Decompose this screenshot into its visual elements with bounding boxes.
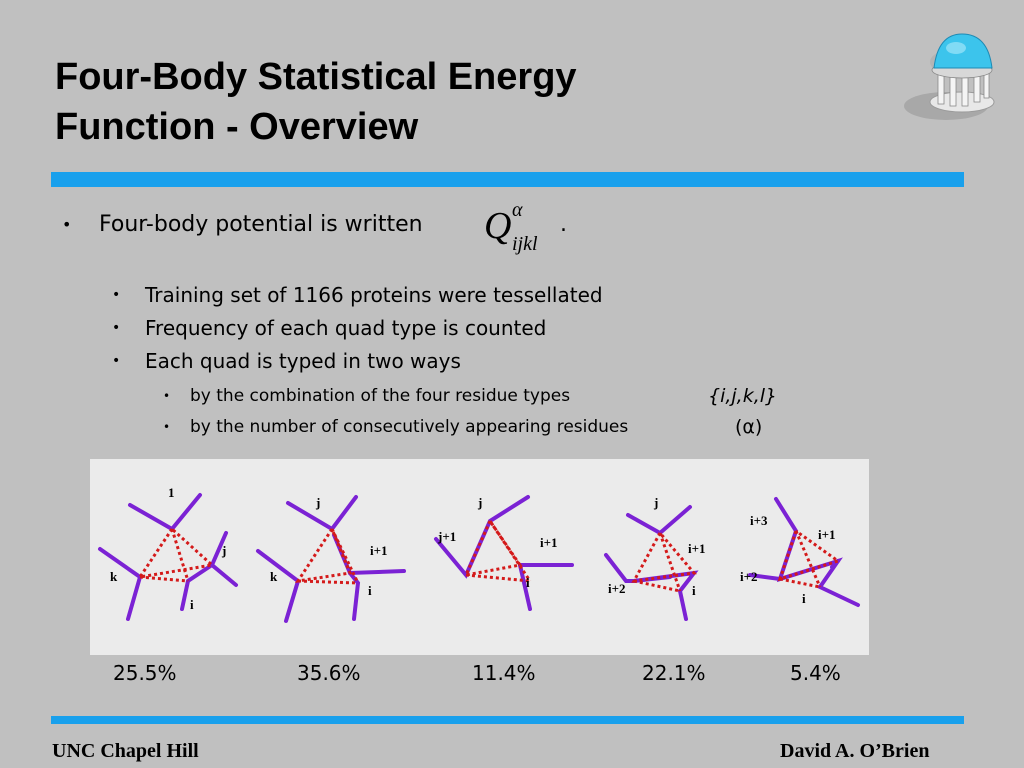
residue-label: j [653, 495, 658, 510]
page-title-line-2: Function - Overview [55, 106, 419, 148]
bottom-divider [51, 716, 964, 724]
residue-label: i [368, 583, 372, 598]
residue-label: i+3 [750, 513, 768, 528]
diagram-percent: 5.4% [790, 661, 841, 685]
residue-label: i [692, 583, 696, 598]
page-title: Four-Body Statistical Energy Function - … [55, 52, 855, 152]
residue-label: k [270, 569, 278, 584]
residue-label: i [190, 597, 194, 612]
residue-label: j [315, 495, 320, 510]
bullet-dot-icon: • [112, 287, 121, 303]
alpha-symbol: (α) [735, 416, 763, 438]
bullet-dot-icon: • [163, 389, 171, 403]
residue-label: i+1 [540, 535, 558, 550]
residue-label: i+2 [608, 581, 626, 596]
quad-diagram-3 [434, 495, 574, 611]
diagram-percent: 11.4% [472, 661, 536, 685]
footer-institution: UNC Chapel Hill [52, 740, 199, 762]
subsub-bullet-text: by the combination of the four residue t… [190, 386, 571, 406]
subsub-bullet-text: by the number of consecutively appearing… [190, 417, 629, 437]
bullet-dot-icon: • [112, 320, 121, 336]
residue-label: i [802, 591, 806, 606]
residue-label: j [221, 543, 226, 558]
residue-label: i+1 [688, 541, 706, 556]
residue-label: j [477, 495, 482, 510]
sub-bullet-text: Frequency of each quad type is counted [145, 316, 547, 340]
formula-base: Q [484, 205, 511, 247]
bullet-dot-icon: • [62, 215, 72, 234]
main-bullet-period: . [560, 212, 567, 237]
residue-label: i [526, 575, 530, 590]
quad-diagrams: 1 j k i j i+1 k i j j+1 i+1 i j i+1 i+2 … [98, 485, 860, 623]
sub-bullet-text: Each quad is typed in two ways [145, 349, 461, 373]
residue-label: 1 [168, 485, 175, 500]
residue-label: i+1 [818, 527, 836, 542]
residue-label: i+2 [740, 569, 758, 584]
sub-bullet-text: Training set of 1166 proteins were tesse… [145, 283, 603, 307]
diagram-percent: 22.1% [642, 661, 706, 685]
quad-diagram-4 [604, 505, 699, 621]
quad-diagram-panel: 1 j k i j i+1 k i j j+1 i+1 i j i+1 i+2 … [90, 459, 869, 655]
old-well-dome-icon [904, 33, 995, 120]
residue-label: j+1 [437, 529, 456, 544]
page-title-line-1: Four-Body Statistical Energy [55, 56, 577, 98]
diagram-percent: 25.5% [113, 661, 177, 685]
quad-diagram-1 [98, 493, 238, 621]
formula-subscript: ijkl [512, 233, 538, 255]
quad-diagram-2 [256, 495, 406, 623]
residue-label: i+1 [370, 543, 388, 558]
formula-q-ijkl-alpha: Q α ijkl [484, 199, 538, 255]
residue-types-set: {i,j,k,l} [708, 385, 778, 407]
bullet-dot-icon: • [112, 353, 121, 369]
footer-author: David A. O’Brien [780, 740, 930, 762]
bullet-dot-icon: • [163, 420, 171, 434]
main-bullet-text: Four-body potential is written [99, 212, 423, 237]
residue-label: k [110, 569, 118, 584]
diagram-percent: 35.6% [297, 661, 361, 685]
formula-superscript: α [512, 199, 523, 221]
top-divider [51, 172, 964, 187]
